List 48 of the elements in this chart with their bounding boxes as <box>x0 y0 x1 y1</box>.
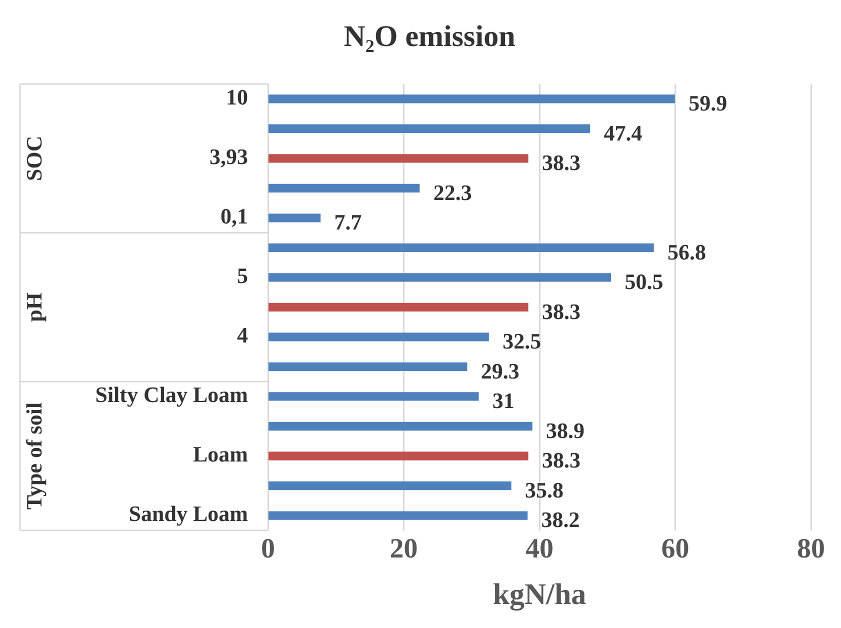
data-label: 32.5 <box>502 328 542 354</box>
y-tick-label: 5 <box>237 263 248 288</box>
y-tick-label: 0,1 <box>220 204 248 229</box>
bar <box>268 481 512 490</box>
bar <box>268 302 528 312</box>
x-tick-label: 60 <box>661 533 690 564</box>
bar <box>268 243 654 252</box>
bar <box>268 94 675 104</box>
bar <box>268 452 528 460</box>
data-label: 47.4 <box>604 120 642 146</box>
x-axis-title: kgN/ha <box>492 578 586 611</box>
bar <box>268 332 489 342</box>
data-label: 7.7 <box>334 210 362 235</box>
data-label: 50.5 <box>624 269 664 294</box>
y-tick-label: Silty Clay Loam <box>95 382 248 408</box>
y-tick-label: 3,93 <box>210 144 248 170</box>
bar <box>268 422 532 431</box>
x-tick-label: 20 <box>390 533 418 564</box>
data-label: 35.8 <box>524 477 564 502</box>
y-tick-label: Sandy Loam <box>128 501 248 526</box>
x-tick-label: 40 <box>526 533 554 564</box>
data-label: 38.3 <box>542 298 580 324</box>
x-tick-label: 80 <box>797 533 825 564</box>
bar <box>268 214 321 222</box>
data-label: 29.3 <box>480 358 520 384</box>
text: pH <box>22 292 47 322</box>
data-label: 38.3 <box>542 448 580 473</box>
data-label: 31 <box>492 388 514 414</box>
bar <box>268 124 590 133</box>
text: SOC <box>22 136 47 182</box>
y-tick-label: 4 <box>237 322 248 348</box>
data-label: 38.3 <box>542 150 580 176</box>
data-label: 56.8 <box>668 239 706 264</box>
y-tick-label: Loam <box>193 442 248 467</box>
x-tick-label: 0 <box>261 533 275 564</box>
data-label: 38.9 <box>546 418 585 443</box>
text: Type of soil <box>22 402 47 510</box>
bar <box>268 273 612 282</box>
data-label: 38.2 <box>541 507 580 532</box>
y-tick-label: 10 <box>226 84 248 110</box>
data-label: 22.3 <box>433 180 472 205</box>
bar <box>268 154 528 163</box>
bar <box>268 184 420 192</box>
bar <box>268 511 528 520</box>
bar <box>268 392 479 401</box>
bar <box>268 362 468 372</box>
data-label: 59.9 <box>688 90 728 116</box>
chart-title: N₂O emission <box>344 20 516 53</box>
